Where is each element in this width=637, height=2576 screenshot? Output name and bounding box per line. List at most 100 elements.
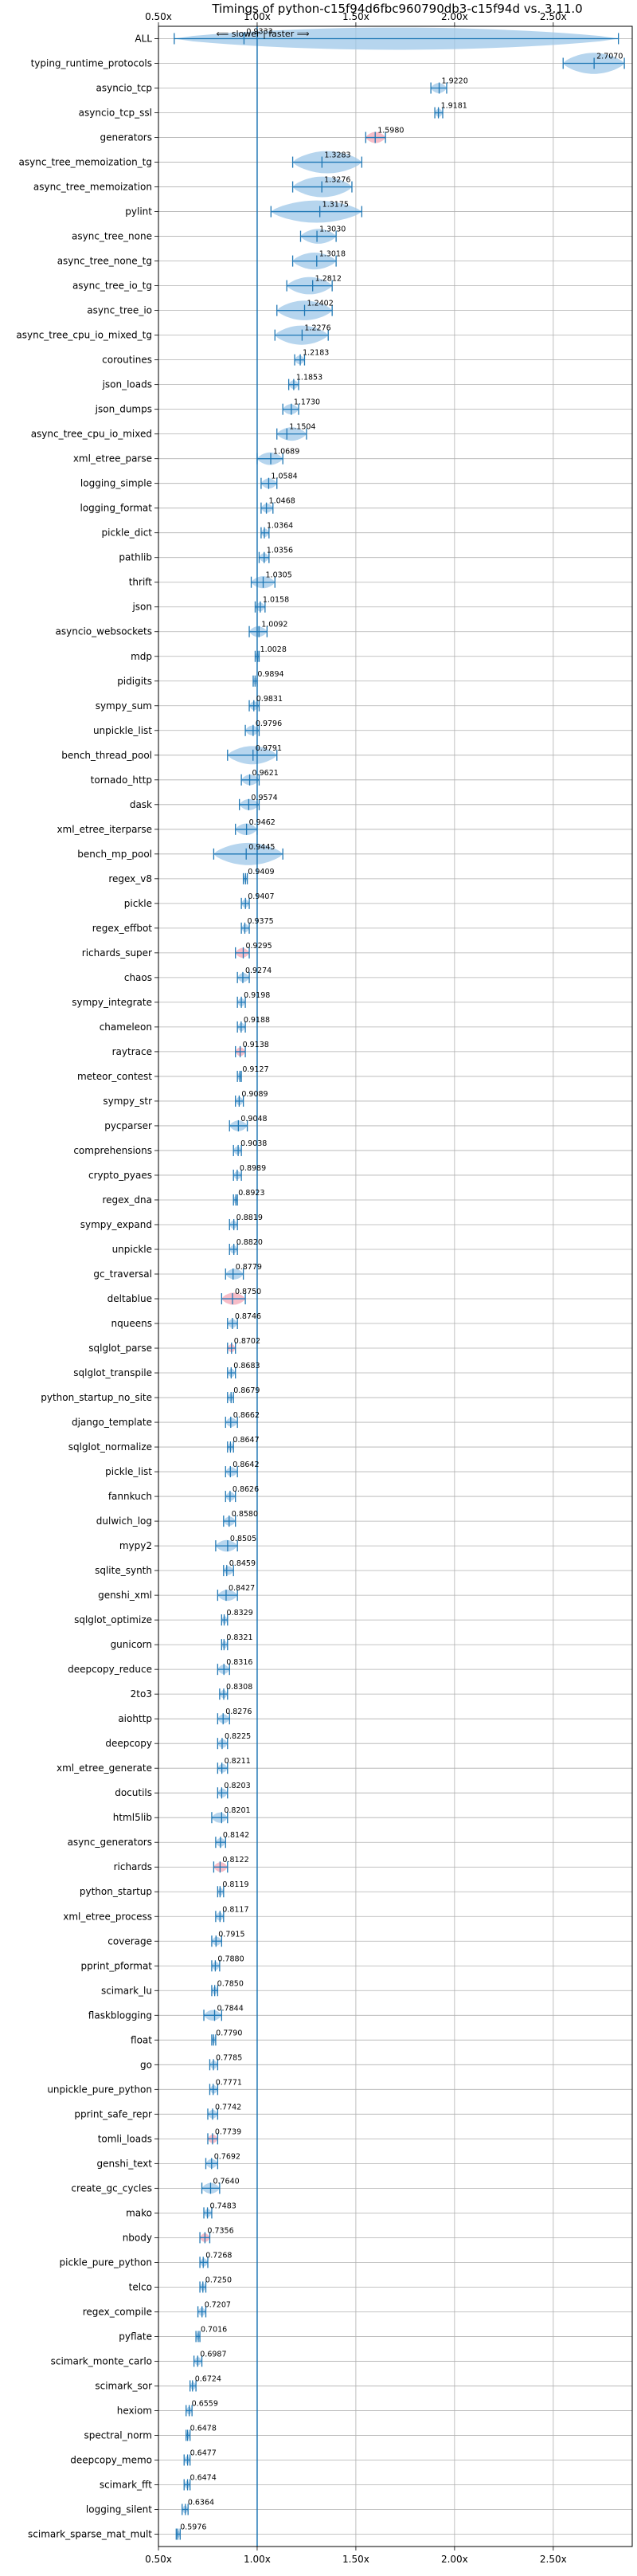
ytick-label-pyflate: pyflate (119, 2331, 152, 2342)
ytick-label-sympy_str: sympy_str (103, 1096, 152, 1107)
value-label-nbody: 0.7356 (207, 2226, 233, 2235)
value-label-regex_dna: 0.8923 (238, 1189, 264, 1198)
ytick-label-unpickle_list: unpickle_list (93, 725, 152, 736)
ytick-label-logging_silent: logging_silent (86, 2503, 152, 2515)
ytick-label-mypy2: mypy2 (119, 1540, 152, 1551)
ytick-label-async_tree_cpu_io_mixed_tg: async_tree_cpu_io_mixed_tg (16, 330, 152, 341)
ytick-label-regex_compile: regex_compile (83, 2306, 152, 2317)
value-label-comprehensions: 0.9038 (240, 1139, 267, 1148)
value-label-async_tree_io_tg: 1.2812 (315, 275, 342, 284)
value-label-regex_compile: 0.7207 (205, 2300, 231, 2309)
value-label-docutils: 0.8203 (224, 1782, 250, 1790)
ytick-label-sqlglot_normalize: sqlglot_normalize (68, 1441, 152, 1453)
ytick-label-ALL: ALL (135, 33, 152, 45)
ytick-label-thrift: thrift (129, 577, 153, 588)
ytick-label-fannkuch: fannkuch (108, 1491, 152, 1502)
ytick-label-deepcopy: deepcopy (105, 1738, 152, 1749)
value-label-unpickle_pure_python: 0.7771 (216, 2078, 242, 2087)
ytick-label-genshi_text: genshi_text (97, 2158, 153, 2169)
value-label-typing_runtime_protocols: 2.7070 (596, 53, 623, 61)
value-label-sympy_expand: 0.8819 (236, 1214, 263, 1222)
ytick-label-flaskblogging: flaskblogging (88, 2009, 152, 2021)
ytick-label-go: go (140, 2059, 152, 2070)
value-label-bench_mp_pool: 0.9445 (248, 843, 275, 852)
x-bottom-tick-label-0: 0.50x (145, 2554, 172, 2565)
ytick-label-typing_runtime_protocols: typing_runtime_protocols (31, 58, 152, 69)
value-label-deepcopy_reduce: 0.8316 (226, 1658, 252, 1667)
value-label-logging_simple: 1.0584 (271, 472, 297, 481)
value-label-async_tree_cpu_io_mixed: 1.1504 (289, 423, 315, 432)
value-label-sqlglot_normalize: 0.8647 (233, 1436, 259, 1445)
value-label-tornado_http: 0.9621 (252, 769, 279, 778)
ytick-label-pathlib: pathlib (119, 552, 152, 563)
ytick-label-pidigits: pidigits (117, 676, 152, 687)
value-label-richards_super: 0.9295 (245, 942, 272, 951)
ytick-label-pycparser: pycparser (104, 1120, 152, 1131)
ytick-label-json_dumps: json_dumps (95, 404, 152, 415)
value-label-json_dumps: 1.1730 (294, 398, 320, 407)
ytick-label-scimark_monte_carlo: scimark_monte_carlo (51, 2355, 152, 2366)
ytick-label-unpickle: unpickle (112, 1244, 152, 1255)
ytick-label-bench_thread_pool: bench_thread_pool (61, 750, 152, 761)
value-label-html5lib: 0.8201 (224, 1806, 250, 1815)
value-label-dulwich_log: 0.8580 (232, 1510, 258, 1519)
value-label-pprint_pformat: 0.7880 (217, 1955, 244, 1963)
ytick-label-scimark_sparse_mat_mult: scimark_sparse_mat_mult (28, 2528, 152, 2539)
value-label-gunicorn: 0.8321 (226, 1633, 252, 1642)
value-label-deepcopy_memo: 0.6477 (190, 2449, 217, 2457)
ytick-label-hexiom: hexiom (117, 2405, 152, 2416)
value-label-fannkuch: 0.8626 (233, 1485, 259, 1494)
ytick-label-docutils: docutils (115, 1787, 152, 1798)
value-label-pycparser: 0.9048 (240, 1115, 267, 1123)
ytick-label-pprint_safe_repr: pprint_safe_repr (74, 2108, 152, 2119)
value-label-asyncio_websockets: 1.0092 (261, 621, 287, 629)
ytick-label-richards: richards (114, 1861, 152, 1872)
ytick-label-deltablue: deltablue (107, 1293, 152, 1304)
ytick-label-coroutines: coroutines (102, 355, 152, 366)
ytick-label-create_gc_cycles: create_gc_cycles (71, 2182, 152, 2194)
value-label-2to3: 0.8308 (226, 1683, 252, 1692)
value-label-mypy2: 0.8505 (230, 1535, 256, 1543)
value-label-ALL: 0.9333 (246, 28, 272, 37)
ytick-label-pickle_dict: pickle_dict (102, 527, 153, 539)
value-label-richards: 0.8122 (222, 1856, 248, 1864)
value-label-async_generators: 0.8142 (223, 1831, 249, 1840)
value-label-pickle_list: 0.8642 (233, 1461, 259, 1469)
ytick-label-bench_mp_pool: bench_mp_pool (77, 849, 152, 860)
ytick-label-gc_traversal: gc_traversal (93, 1268, 152, 1280)
value-label-regex_v8: 0.9409 (248, 868, 274, 876)
plot-frame (158, 25, 633, 2547)
ytick-label-async_tree_io_tg: async_tree_io_tg (72, 280, 152, 292)
ytick-label-regex_effbot: regex_effbot (92, 923, 153, 934)
x-axis-top-ticks: 0.50x 1.00x 1.50x 2.00x 2.50x (145, 11, 567, 26)
value-label-genshi_text: 0.7692 (214, 2152, 240, 2161)
value-label-crypto_pyaes: 0.8989 (240, 1164, 266, 1173)
value-label-json: 1.0158 (263, 596, 289, 605)
ytick-label-sqlglot_optimize: sqlglot_optimize (74, 1614, 152, 1625)
ytick-label-tomli_loads: tomli_loads (98, 2133, 152, 2144)
value-label-async_tree_memoization: 1.3276 (324, 176, 350, 185)
value-label-pickle: 0.9407 (248, 892, 274, 901)
ytick-label-xml_etree_parse: xml_etree_parse (73, 453, 152, 465)
value-label-async_tree_none_tg: 1.3018 (319, 250, 346, 259)
value-label-unpickle_list: 0.9796 (256, 719, 282, 728)
value-label-json_loads: 1.1853 (296, 374, 322, 382)
value-label-asyncio_tcp: 1.9220 (442, 77, 468, 86)
value-label-async_tree_io: 1.2402 (307, 300, 334, 308)
ytick-label-sympy_expand: sympy_expand (80, 1219, 152, 1230)
value-label-django_template: 0.8662 (233, 1411, 260, 1420)
ytick-label-json: json (131, 602, 152, 613)
slower-faster-annotation: ⟸ slower | faster ⟹ (217, 29, 310, 39)
violin-series (174, 27, 625, 2540)
chart-title: Timings of python-c15f94d6fbc960790db3-c… (211, 2, 582, 16)
value-label-chameleon: 0.9188 (244, 1016, 270, 1025)
value-label-float: 0.7790 (216, 2029, 242, 2037)
ytick-label-coverage: coverage (107, 1935, 152, 1947)
ytick-label-raytrace: raytrace (112, 1046, 152, 1057)
ytick-label-asyncio_tcp: asyncio_tcp (96, 83, 152, 94)
ytick-label-python_startup_no_site: python_startup_no_site (41, 1392, 152, 1403)
ytick-label-sympy_integrate: sympy_integrate (72, 997, 152, 1008)
x-bottom-tick-label-2: 1.50x (342, 2554, 369, 2565)
ytick-label-nqueens: nqueens (111, 1318, 152, 1329)
